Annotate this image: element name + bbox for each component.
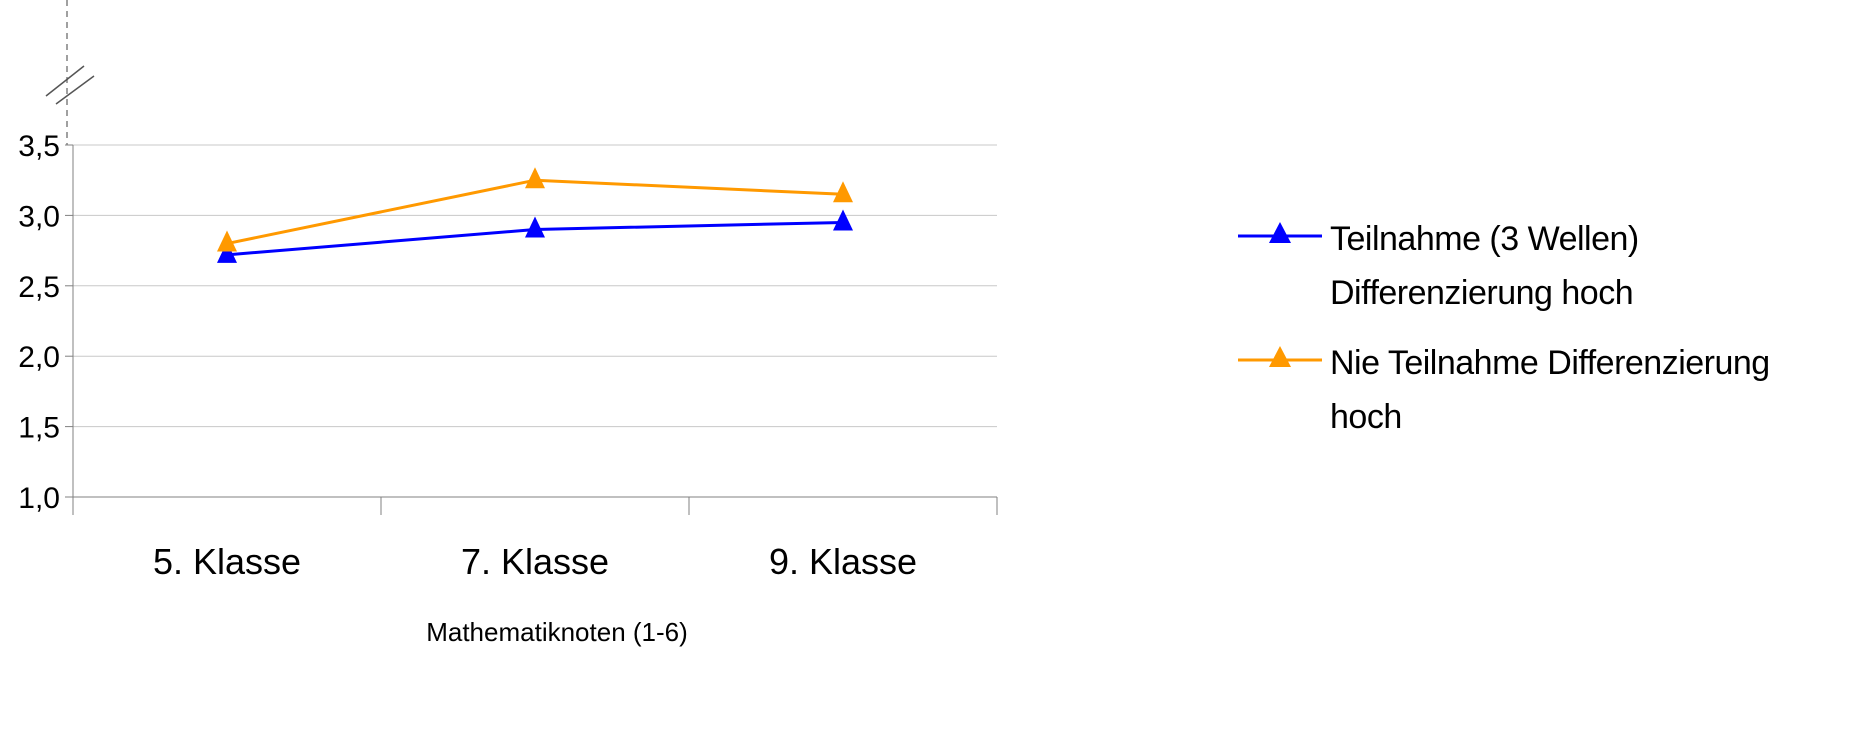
legend-label-line1: Teilnahme (3 Wellen) [1330,220,1639,258]
axis-break-mark [55,75,95,105]
axes [45,0,998,515]
x-axis-title: Mathematiknoten (1-6) [426,617,688,647]
y-tick-label: 3,0 [18,200,60,233]
x-tick-label: 7. Klasse [461,541,609,582]
series-2 [217,167,853,252]
y-tick-label: 2,5 [18,271,60,304]
axis-break-mark [45,65,85,97]
data-point-marker [833,181,853,203]
data-point-marker [525,167,545,189]
legend-marker-blue [1238,222,1322,243]
legend-label-line2: hoch [1330,398,1402,436]
series-layer [217,167,853,263]
data-point-marker [217,230,237,252]
y-tick-label: 3,5 [18,130,60,163]
legend-item-teilnahme: Teilnahme (3 Wellen) Differenzierung hoc… [1235,212,1855,320]
data-point-marker [833,209,853,231]
x-tick-label: 5. Klasse [153,541,301,582]
legend-marker-orange [1238,346,1322,367]
x-tick-label: 9. Klasse [769,541,917,582]
x-tick-labels: 5. Klasse 7. Klasse 9. Klasse [153,541,917,582]
legend-label-line1: Nie Teilnahme Differenzierung [1330,344,1770,382]
legend-item-nie-teilnahme: Nie Teilnahme Differenzierung hoch [1235,336,1855,444]
data-point-marker [525,216,545,238]
data-point-marker [217,241,237,263]
series-1 [217,209,853,263]
legend: Teilnahme (3 Wellen) Differenzierung hoc… [1235,212,1855,460]
y-tick-label: 1,0 [18,482,60,515]
y-tick-label: 1,5 [18,412,60,445]
y-tick-labels: 1,0 1,5 2,0 2,5 3,0 3,5 [18,130,60,515]
legend-label-line2: Differenzierung hoch [1330,274,1634,312]
y-tick-label: 2,0 [18,341,60,374]
